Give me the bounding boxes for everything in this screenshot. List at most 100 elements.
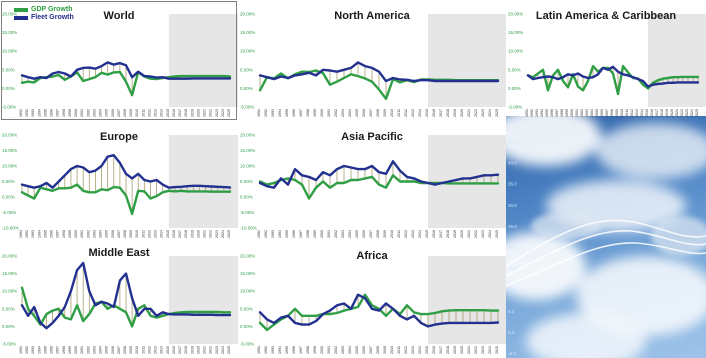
x-tick-label: 2004 [348, 230, 352, 238]
x-tick-label: 2019 [190, 346, 194, 354]
x-tick-label: 1992 [530, 109, 534, 117]
x-tick-label: 2016 [432, 346, 436, 354]
x-tick-label: 2003 [92, 230, 96, 238]
x-tick-label: 2008 [376, 109, 380, 117]
legend-swatch [14, 8, 28, 12]
x-tick-label: 2009 [129, 109, 133, 117]
x-tick-label: 2021 [467, 346, 471, 354]
x-tick-label: 2021 [675, 109, 679, 117]
y-tick-label: -5.00% [2, 342, 16, 347]
y-tick-label: 5.00% [240, 67, 253, 72]
x-tick-label: 2001 [80, 230, 84, 238]
y-tick-label: -5.00% [508, 105, 522, 110]
y-tick-label: 0.00% [240, 324, 253, 329]
x-tick-label: 2018 [184, 109, 188, 117]
x-tick-label: 2013 [411, 109, 415, 117]
x-tick-label: 2012 [630, 109, 634, 117]
x-tick-label: 2017 [439, 346, 443, 354]
x-tick-label: 1994 [540, 109, 544, 117]
y-tick-label: 20.00% [508, 12, 523, 17]
x-tick-label: 1999 [313, 230, 317, 238]
x-tick-label: 2007 [369, 346, 373, 354]
x-tick-label: 2012 [404, 346, 408, 354]
x-tick-label: 1994 [278, 109, 282, 117]
x-tick-label: 2010 [390, 346, 394, 354]
chart-middle-east: 20.00%15.00%10.00%5.00%0.00%-5.00%1991 19… [2, 254, 238, 354]
chart-title-latin-america-caribbean: Latin America & Caribbean [535, 10, 677, 22]
x-tick-label: 2004 [99, 109, 103, 117]
x-tick-label: 2023 [481, 230, 485, 238]
x-tick-label: 2007 [117, 230, 121, 238]
x-tick-label: 1999 [68, 346, 72, 354]
x-tick-label: 2017 [178, 230, 182, 238]
x-tick-label: 1997 [56, 346, 60, 354]
x-tick-label: 2006 [111, 230, 115, 238]
x-tick-label: 2006 [362, 346, 366, 354]
x-tick-label: 2002 [334, 346, 338, 354]
x-tick-label: 2001 [327, 346, 331, 354]
x-tick-label: 2015 [425, 109, 429, 117]
y-tick-label: 5.00% [240, 306, 253, 311]
x-tick-label: 2017 [178, 346, 182, 354]
x-tick-label: 2000 [320, 109, 324, 117]
y-tick-label: -5.00% [2, 210, 16, 215]
forecast-region [428, 256, 506, 344]
x-tick-label: 2022 [474, 230, 478, 238]
x-tick-label: 1999 [313, 346, 317, 354]
photo-axis-tick: 10.0 [508, 288, 517, 293]
y-tick-label: 15.00% [240, 271, 255, 276]
x-tick-label: 2024 [690, 109, 694, 117]
chart-title-europe: Europe [100, 131, 138, 143]
y-tick-label: 15.00% [2, 30, 17, 35]
chart-title-world: World [103, 10, 135, 22]
x-tick-label: 2018 [446, 346, 450, 354]
x-tick-label: 2016 [432, 109, 436, 117]
x-tick-label: 2011 [141, 109, 145, 117]
x-tick-label: 1997 [299, 109, 303, 117]
x-tick-label: 2021 [203, 230, 207, 238]
x-tick-label: 2015 [425, 230, 429, 238]
x-tick-label: 1992 [25, 346, 29, 354]
x-tick-label: 2017 [439, 230, 443, 238]
x-tick-label: 2014 [418, 346, 422, 354]
y-tick-label: 5.00% [240, 179, 253, 184]
x-tick-label: 2001 [327, 230, 331, 238]
x-tick-label: 2018 [184, 346, 188, 354]
y-tick-label: 10.00% [240, 164, 255, 169]
x-tick-label: 2018 [446, 109, 450, 117]
x-tick-label: 2002 [334, 109, 338, 117]
x-tick-label: 2003 [92, 346, 96, 354]
photo-axis-tick: 5.0 [508, 309, 515, 314]
x-tick-label: 1996 [292, 109, 296, 117]
x-tick-label: 1997 [299, 230, 303, 238]
gdp-growth-line [258, 293, 500, 332]
x-tick-label: 2009 [129, 346, 133, 354]
x-tick-label: 2025 [227, 109, 231, 117]
x-tick-label: 2013 [154, 346, 158, 354]
x-tick-label: 1993 [271, 109, 275, 117]
chart-latin-america-caribbean: 20.00%15.00%10.00%5.00%0.00%-5.00%1991 19… [508, 12, 706, 117]
photo-axis-tick: 45.0 [508, 139, 517, 144]
forecast-region [168, 135, 238, 228]
x-tick-label: 2010 [390, 109, 394, 117]
x-tick-label: 1996 [292, 346, 296, 354]
x-tick-label: 2000 [74, 346, 78, 354]
x-tick-label: 1996 [50, 230, 54, 238]
x-tick-label: 2014 [160, 346, 164, 354]
photo-axis-tick: 20.0 [508, 245, 517, 250]
x-tick-label: 2005 [105, 230, 109, 238]
x-tick-label: 1998 [560, 109, 564, 117]
x-tick-label: 2013 [154, 230, 158, 238]
x-tick-label: 2024 [221, 230, 225, 238]
y-tick-label: 20.00% [240, 12, 255, 17]
x-tick-label: 1999 [565, 109, 569, 117]
y-tick-label: 10.00% [240, 289, 255, 294]
chart-panel-asia-pacific: 20.00% 15.00% 10.00% 5.00% 0.00% -5.00% -10.00… [238, 121, 506, 242]
x-tick-label: 2020 [196, 109, 200, 117]
y-tick-label: 20.00% [2, 254, 17, 259]
x-tick-label: 1998 [306, 230, 310, 238]
fleet-growth-line [20, 261, 232, 330]
y-tick-label: -5.00% [2, 105, 16, 110]
x-tick-label: 1991 [19, 346, 23, 354]
gdp-growth-line [526, 64, 700, 96]
